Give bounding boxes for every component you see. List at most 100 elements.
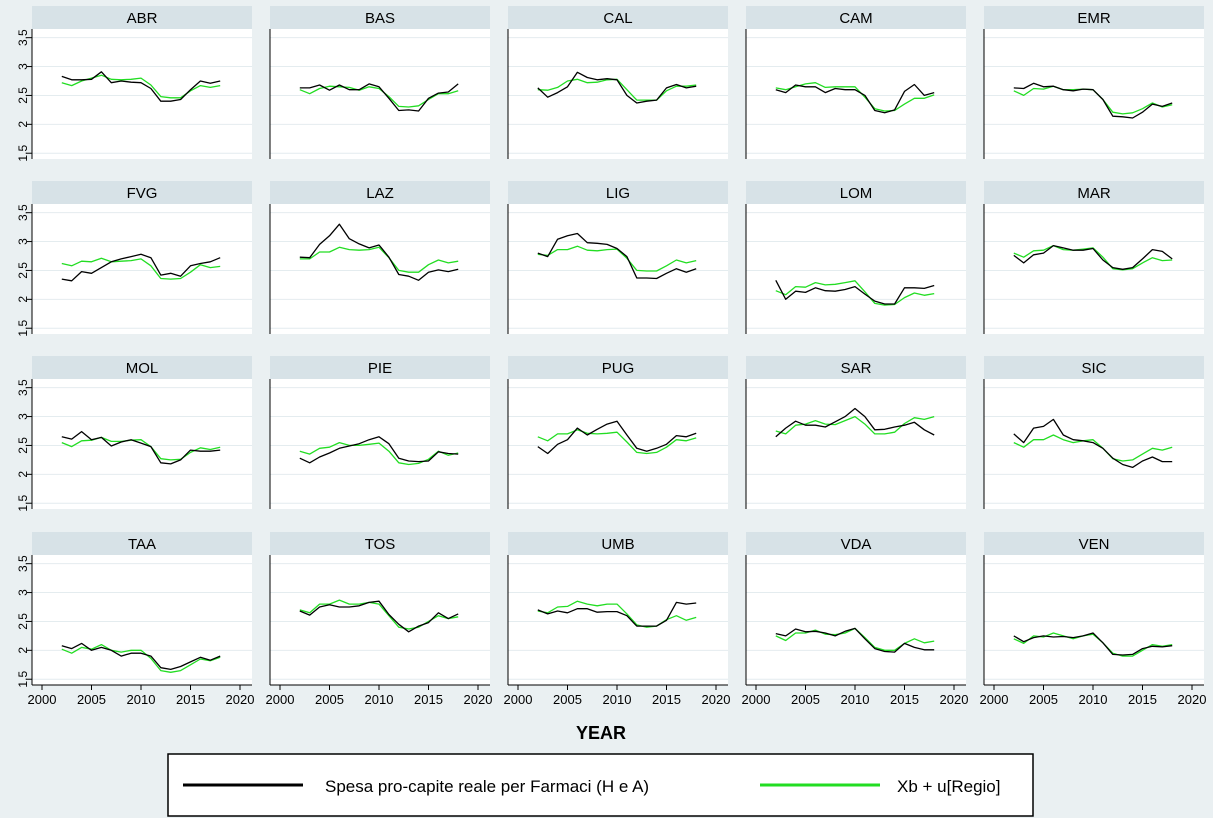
panel-title: EMR: [1077, 10, 1111, 27]
x-tick-label: 2000: [742, 692, 771, 707]
panel-header: [746, 6, 966, 29]
panel-title: MOL: [126, 360, 159, 377]
plot-area: [746, 379, 966, 509]
x-tick-label: 2005: [77, 692, 106, 707]
x-tick-label: 2000: [28, 692, 57, 707]
x-tick-label: 2005: [791, 692, 820, 707]
panel-fvg: FVG 1.5 2 2.5 3 3.5: [16, 181, 252, 337]
x-tick-label: 2010: [841, 692, 870, 707]
series-line-actual: [1013, 244, 1173, 270]
panel-pug: PUG: [507, 356, 728, 509]
series-line-actual: [537, 601, 697, 627]
series-line-fitted: [61, 257, 221, 280]
panel-header: [508, 532, 728, 555]
panel-title: UMB: [601, 536, 634, 553]
panel-title: MAR: [1077, 185, 1111, 202]
panel-header: [746, 532, 966, 555]
y-tick-label: 3.5: [16, 379, 30, 396]
y-tick-label: 1.5: [16, 495, 30, 512]
series-line-actual: [61, 71, 221, 102]
plot-area: [746, 555, 966, 685]
plot-area: [270, 29, 490, 159]
panel-header: [508, 181, 728, 204]
x-tick-label: 2005: [315, 692, 344, 707]
panel-title: SAR: [841, 360, 872, 377]
x-tick-label: 2005: [553, 692, 582, 707]
plot-area: [32, 29, 252, 159]
panel-taa: TAA 1.5 2 2.5 3 3.5 2000 2005 2010 2015 2020: [16, 532, 254, 707]
series-line-fitted: [1013, 434, 1173, 462]
plot-area: [508, 29, 728, 159]
series-line-actual: [775, 83, 935, 114]
plot-area: [984, 555, 1204, 685]
plot-area: [984, 204, 1204, 334]
panel-header: [984, 6, 1204, 29]
legend: Spesa pro-capite reale per Farmaci (H e …: [167, 753, 1034, 817]
y-tick-label: 2: [16, 647, 30, 654]
panel-title: VDA: [841, 536, 872, 553]
y-tick-label: 2.5: [16, 87, 30, 104]
panel-title: LOM: [840, 185, 873, 202]
x-tick-label: 2020: [1178, 692, 1207, 707]
legend-label-fitted: Xb + u[Regio]: [897, 777, 1001, 796]
series-line-actual: [61, 430, 221, 465]
series-line-fitted: [775, 82, 935, 112]
x-tick-label: 2010: [603, 692, 632, 707]
panel-header: [270, 532, 490, 555]
series-line-actual: [537, 420, 697, 455]
series-line-actual: [299, 223, 459, 281]
panel-title: PIE: [368, 360, 392, 377]
panel-emr: EMR: [983, 6, 1204, 159]
panel-header: [270, 356, 490, 379]
panel-title: ABR: [127, 10, 158, 27]
series-line-fitted: [299, 85, 459, 108]
y-tick-label: 3.5: [16, 29, 30, 46]
panel-mar: MAR: [983, 181, 1204, 334]
panel-header: [508, 6, 728, 29]
panel-title: CAM: [839, 10, 872, 27]
series-line-fitted: [299, 441, 459, 466]
x-tick-label: 2020: [702, 692, 731, 707]
panel-lom: LOM: [745, 181, 966, 334]
legend-label-actual: Spesa pro-capite reale per Farmaci (H e …: [325, 777, 649, 796]
x-tick-label: 2000: [504, 692, 533, 707]
x-tick-label: 2015: [176, 692, 205, 707]
x-tick-label: 2000: [980, 692, 1009, 707]
y-tick-label: 1.5: [16, 671, 30, 688]
panel-laz: LAZ: [269, 181, 490, 334]
y-tick-label: 2: [16, 121, 30, 128]
series-line-actual: [61, 642, 221, 671]
x-axis-label: YEAR: [576, 723, 626, 743]
y-tick-label: 3.5: [16, 555, 30, 572]
plot-area: [508, 204, 728, 334]
plot-area: [508, 379, 728, 509]
panel-header: [270, 181, 490, 204]
panel-title: BAS: [365, 10, 395, 27]
x-tick-label: 2010: [127, 692, 156, 707]
series-line-actual: [299, 436, 459, 464]
y-tick-label: 1.5: [16, 145, 30, 162]
series-line-actual: [299, 600, 459, 633]
x-tick-label: 2020: [226, 692, 255, 707]
series-line-fitted: [775, 280, 935, 306]
panel-header: [984, 181, 1204, 204]
legend-box: [167, 753, 1034, 817]
series-line-actual: [1013, 82, 1173, 119]
panel-sar: SAR: [745, 356, 966, 509]
panel-header: [32, 181, 252, 204]
panel-title: FVG: [127, 185, 158, 202]
x-tick-label: 2020: [464, 692, 493, 707]
plot-area: [984, 379, 1204, 509]
panel-lig: LIG: [507, 181, 728, 334]
panel-header: [270, 6, 490, 29]
y-tick-label: 3.5: [16, 204, 30, 221]
x-tick-label: 2020: [940, 692, 969, 707]
plot-area: [746, 29, 966, 159]
x-tick-label: 2015: [414, 692, 443, 707]
series-line-fitted: [299, 246, 459, 273]
series-line-actual: [775, 279, 935, 305]
panel-title: PUG: [602, 360, 635, 377]
y-tick-label: 2: [16, 296, 30, 303]
panel-header: [746, 356, 966, 379]
plot-area: [32, 204, 252, 334]
